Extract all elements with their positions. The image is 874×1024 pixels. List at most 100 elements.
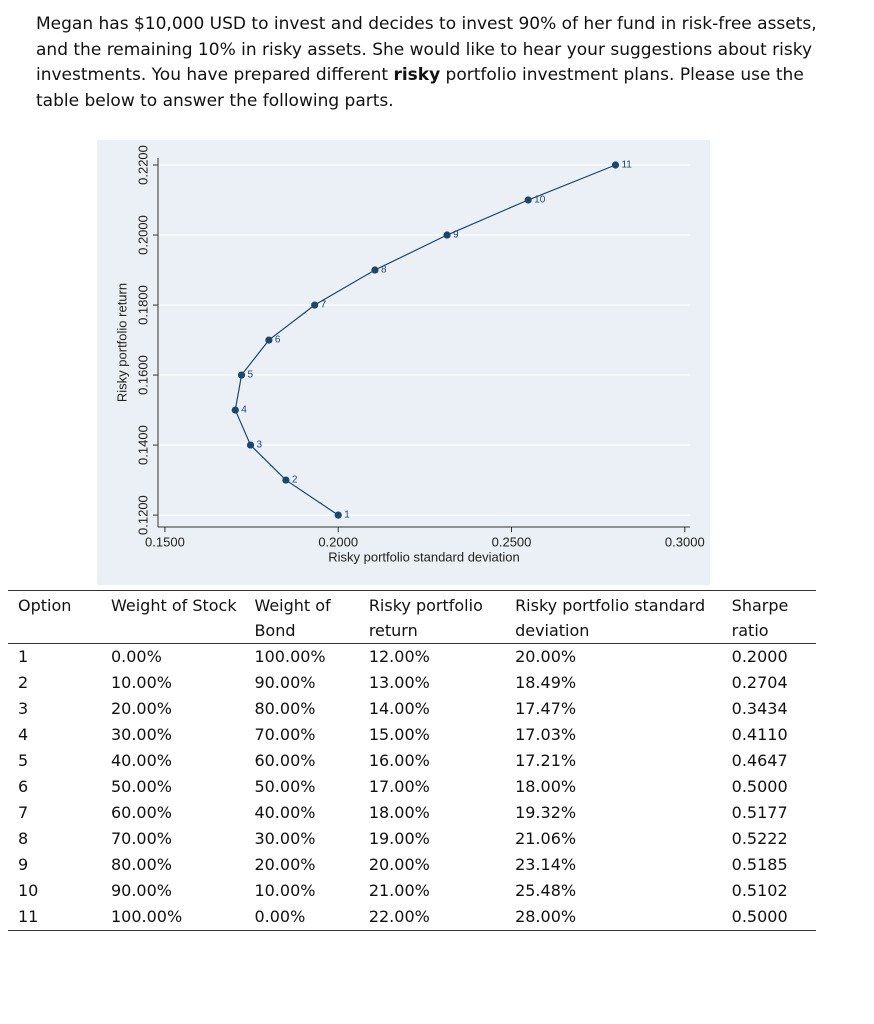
table-cell: 0.5000: [731, 907, 788, 926]
table-row: 4 30.00% 70.00% 15.00% 17.03% 0.4110: [8, 722, 816, 748]
point-label: 5: [248, 370, 254, 381]
table-cell: 0.5000: [731, 777, 788, 796]
table-cell: 10.00%: [254, 881, 316, 900]
x-axis-title: Risky portfolio standard deviation: [328, 549, 520, 564]
table-cell: 40.00%: [110, 751, 172, 770]
table-cell: 0.2000: [731, 647, 788, 666]
table-cell: 28.00%: [515, 907, 577, 926]
y-tick-label: 0.1400: [135, 425, 150, 465]
x-tick-label: 0.2500: [492, 534, 532, 549]
table-cell: 18.00%: [368, 803, 430, 822]
table-cell: 21.00%: [368, 881, 430, 900]
table-cell: 80.00%: [110, 855, 172, 874]
point-label: 7: [321, 300, 327, 311]
table-cell: 20.00%: [515, 647, 577, 666]
table-cell: 13.00%: [368, 673, 430, 692]
table-cell: 6: [18, 777, 29, 796]
point-label: 10: [534, 195, 546, 206]
data-table: Option Weight of Stock Weight of Bond Risky…: [8, 590, 816, 931]
table-cell: 3: [18, 699, 29, 718]
table-cell: 22.00%: [368, 907, 430, 926]
bold-text: risky: [393, 65, 441, 85]
point-label: 6: [275, 335, 281, 346]
text: portfolio investment plans. Please use t…: [36, 65, 804, 111]
table-cell: 0.5185: [731, 855, 788, 874]
data-point: [231, 406, 239, 414]
y-tick-label: 0.2000: [135, 215, 150, 255]
table-cell: 90.00%: [110, 881, 172, 900]
point-label: 2: [292, 475, 298, 486]
table-cell: 18.00%: [515, 777, 577, 796]
table-cell: 19.00%: [368, 829, 430, 848]
table-row: 10 90.00% 10.00% 21.00% 25.48% 0.5102: [8, 878, 816, 904]
point-label: 9: [453, 230, 459, 241]
table-row: 3 20.00% 80.00% 14.00% 17.47% 0.3434: [8, 696, 816, 722]
table-cell: 14.00%: [368, 699, 430, 718]
table-row: 6 50.00% 50.00% 17.00% 18.00% 0.5000: [8, 774, 816, 800]
point-label: 1: [344, 510, 350, 521]
point-label: 3: [257, 440, 263, 451]
table-cell: 60.00%: [110, 803, 172, 822]
column-header: Sharpe ratio: [721, 590, 816, 644]
table-cell: 12.00%: [368, 647, 430, 666]
table-cell: 20.00%: [110, 699, 172, 718]
table-cell: 30.00%: [110, 725, 172, 744]
table-row: 5 40.00% 60.00% 16.00% 17.21% 0.4647: [8, 748, 816, 774]
table-row: 1 0.00% 100.00% 12.00% 20.00% 0.2000: [8, 644, 816, 671]
table-cell: 15.00%: [368, 725, 430, 744]
problem-text: Megan has $10,000 USD to invest and deci…: [36, 12, 826, 114]
table-cell: 100.00%: [254, 647, 326, 666]
data-point: [611, 161, 620, 169]
chart-background: [97, 140, 710, 585]
y-tick-label: 0.2200: [135, 145, 150, 185]
table-cell: 70.00%: [110, 829, 172, 848]
y-tick-label: 0.1200: [135, 495, 150, 535]
table-cell: 2: [18, 673, 29, 692]
table-row: 7 60.00% 40.00% 18.00% 19.32% 0.5177: [8, 800, 816, 826]
data-point: [282, 476, 290, 484]
table-cell: 0.4110: [731, 725, 788, 744]
table-row: 9 80.00% 20.00% 20.00% 23.14% 0.5185: [8, 852, 816, 878]
table-cell: 0.4647: [731, 751, 788, 770]
table-cell: 30.00%: [254, 829, 316, 848]
table-cell: 0.00%: [254, 907, 306, 926]
table-cell: 11: [18, 907, 39, 926]
x-tick-label: 0.2000: [318, 534, 358, 549]
data-point: [334, 511, 342, 519]
data-point: [371, 266, 379, 274]
table-cell: 60.00%: [254, 751, 316, 770]
point-label: 8: [381, 265, 387, 276]
table-cell: 9: [18, 855, 29, 874]
table-cell: 8: [18, 829, 29, 848]
table-cell: 10: [18, 881, 39, 900]
point-label: 4: [241, 405, 247, 416]
data-point: [237, 371, 246, 379]
table-cell: 7: [18, 803, 29, 822]
data-point: [443, 231, 451, 239]
table-cell: 0.2704: [731, 673, 788, 692]
table-cell: 25.48%: [515, 881, 577, 900]
table-cell: 21.06%: [515, 829, 577, 848]
table-cell: 4: [18, 725, 29, 744]
data-point: [524, 196, 532, 204]
chart: 0.1200 0.1400 0.1600 0.1800 0.2000 0.2200 0.15…: [97, 140, 710, 585]
point-label: 11: [621, 160, 632, 171]
y-tick-label: 0.1600: [135, 355, 150, 395]
table-row: 8 70.00% 30.00% 19.00% 21.06% 0.5222: [8, 826, 816, 852]
column-header: Risky portfolio standard deviation: [505, 590, 722, 644]
table-cell: 10.00%: [110, 673, 172, 692]
table-row: 2 10.00% 90.00% 13.00% 18.49% 0.2704: [8, 670, 816, 696]
table-cell: 17.00%: [368, 777, 430, 796]
data-point: [246, 441, 255, 449]
table-cell: 0.00%: [110, 647, 162, 666]
table-cell: 20.00%: [368, 855, 430, 874]
x-tick-label: 0.3000: [665, 534, 705, 549]
table-cell: 80.00%: [254, 699, 316, 718]
table-cell: 0.5102: [731, 881, 788, 900]
table-cell: 1: [18, 647, 29, 666]
table-row: 11 100.00% 0.00% 22.00% 28.00% 0.5000: [8, 904, 816, 931]
column-header: Weight of Bond: [244, 590, 359, 644]
table-cell: 5: [18, 751, 29, 770]
table-cell: 100.00%: [110, 907, 183, 926]
column-header: Option: [8, 590, 101, 644]
